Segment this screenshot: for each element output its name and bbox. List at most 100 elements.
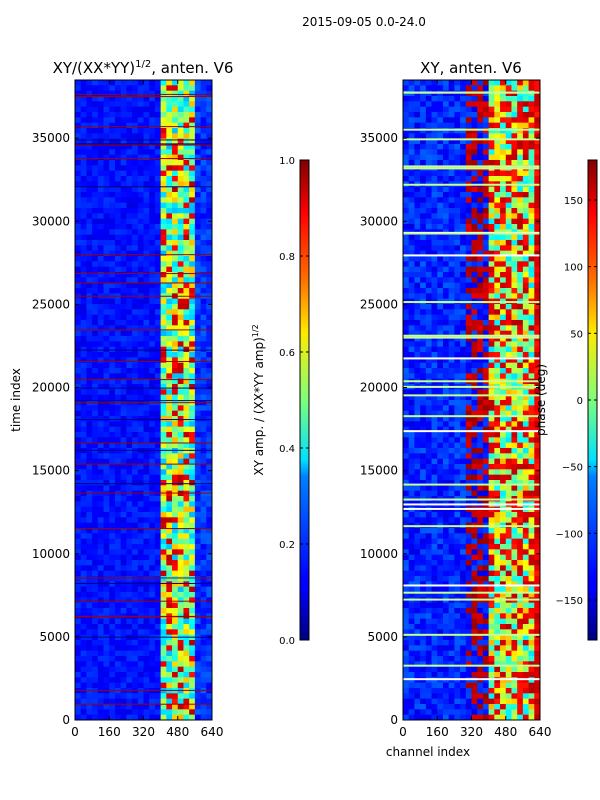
heatmap-cell xyxy=(126,389,133,396)
heatmap-cell xyxy=(86,85,93,92)
heatmap-cell xyxy=(200,357,207,364)
heatmap-cell xyxy=(154,330,162,337)
heatmap-cell xyxy=(75,528,82,534)
heatmap-cell xyxy=(431,122,438,129)
heatmap-cell xyxy=(431,197,438,204)
heatmap-cell xyxy=(177,624,184,630)
heatmap-cell xyxy=(494,405,501,412)
heatmap-cell xyxy=(494,469,501,476)
heatmap-cell xyxy=(103,122,110,129)
heatmap-cell xyxy=(75,336,82,342)
heatmap-cell xyxy=(465,261,472,268)
heatmap-cell xyxy=(206,160,212,166)
heatmap-cell xyxy=(408,432,415,438)
heatmap-cell xyxy=(534,336,540,342)
heatmap-cell xyxy=(471,128,478,134)
heatmap-cell xyxy=(477,352,484,358)
heatmap-cell xyxy=(437,309,444,316)
heatmap-cell xyxy=(109,362,116,369)
heatmap-cell xyxy=(154,378,162,385)
heatmap-cell xyxy=(166,314,173,321)
heatmap-cell xyxy=(154,346,162,353)
heatmap-cell xyxy=(177,480,184,486)
heatmap-cell xyxy=(75,298,82,305)
heatmap-cell xyxy=(437,256,444,262)
heatmap-cell xyxy=(431,480,438,486)
heatmap-cell xyxy=(103,272,110,278)
heatmap-cell xyxy=(528,410,535,417)
heatmap-cell xyxy=(460,277,467,284)
heatmap-cell xyxy=(114,229,122,236)
heatmap-cell xyxy=(80,304,87,310)
heatmap-cell xyxy=(86,165,93,172)
heatmap-cell xyxy=(460,85,467,92)
heatmap-cell xyxy=(80,442,87,449)
heatmap-cell xyxy=(137,650,144,657)
heatmap-cell xyxy=(103,101,110,108)
heatmap-cell xyxy=(86,405,93,412)
heatmap-cell xyxy=(200,650,207,657)
heatmap-cell xyxy=(425,421,432,428)
heatmap-cell xyxy=(414,426,421,433)
heatmap-cell xyxy=(488,325,495,332)
heatmap-cell xyxy=(522,266,529,273)
heatmap-cell xyxy=(420,176,427,182)
heatmap-cell xyxy=(206,250,212,257)
heatmap-cell xyxy=(206,624,212,630)
heatmap-cell xyxy=(172,133,179,140)
heatmap-cell xyxy=(109,213,116,220)
heatmap-cell xyxy=(177,202,184,209)
heatmap-cell xyxy=(120,554,127,561)
heatmap-cell xyxy=(522,368,529,374)
heatmap-cell xyxy=(505,314,512,321)
heatmap-cell xyxy=(420,96,427,102)
heatmap-cell xyxy=(200,698,207,705)
heatmap-cell xyxy=(200,432,207,438)
heatmap-cell xyxy=(420,250,427,257)
heatmap-cell xyxy=(471,272,478,278)
heatmap-cell xyxy=(488,464,495,470)
heatmap-cell xyxy=(414,261,421,268)
heatmap-cell xyxy=(126,442,133,449)
heatmap-cell xyxy=(143,677,150,684)
heatmap-cell xyxy=(86,538,93,545)
heatmap-cell xyxy=(200,261,207,268)
heatmap-cell xyxy=(189,208,196,214)
heatmap-cell xyxy=(194,325,201,332)
heatmap-cell xyxy=(80,640,87,646)
heatmap-cell xyxy=(431,112,438,118)
heatmap-cell xyxy=(471,80,478,86)
heatmap-cell xyxy=(126,373,133,380)
heatmap-cell xyxy=(534,282,540,289)
heatmap-cell xyxy=(149,618,156,625)
heatmap-cell xyxy=(488,133,495,140)
heatmap-cell xyxy=(482,85,490,92)
heatmap-cell xyxy=(86,458,93,465)
heatmap-cell xyxy=(408,469,415,476)
heatmap-cell xyxy=(143,640,150,646)
heatmap-cell xyxy=(126,522,133,529)
heatmap-cell xyxy=(408,160,415,166)
heatmap-cell xyxy=(403,325,410,332)
heatmap-cell xyxy=(425,442,432,449)
heatmap-cell xyxy=(114,218,122,225)
heatmap-cell xyxy=(109,352,116,358)
heatmap-cell xyxy=(500,288,507,294)
heatmap-cell xyxy=(154,240,162,246)
heatmap-cell xyxy=(408,336,415,342)
heatmap-cell xyxy=(137,672,144,678)
heatmap-cell xyxy=(80,389,87,396)
heatmap-cell xyxy=(166,485,173,492)
heatmap-cell xyxy=(160,704,167,710)
heatmap-cell xyxy=(522,362,529,369)
heatmap-cell xyxy=(92,368,99,374)
heatmap-cell xyxy=(120,549,127,556)
heatmap-cell xyxy=(160,533,167,540)
heatmap-cell xyxy=(488,192,495,198)
heatmap-cell xyxy=(494,400,501,406)
heatmap-cell xyxy=(431,426,438,433)
heatmap-cell xyxy=(120,266,127,273)
heatmap-cell xyxy=(194,480,201,486)
heatmap-cell xyxy=(86,138,93,145)
